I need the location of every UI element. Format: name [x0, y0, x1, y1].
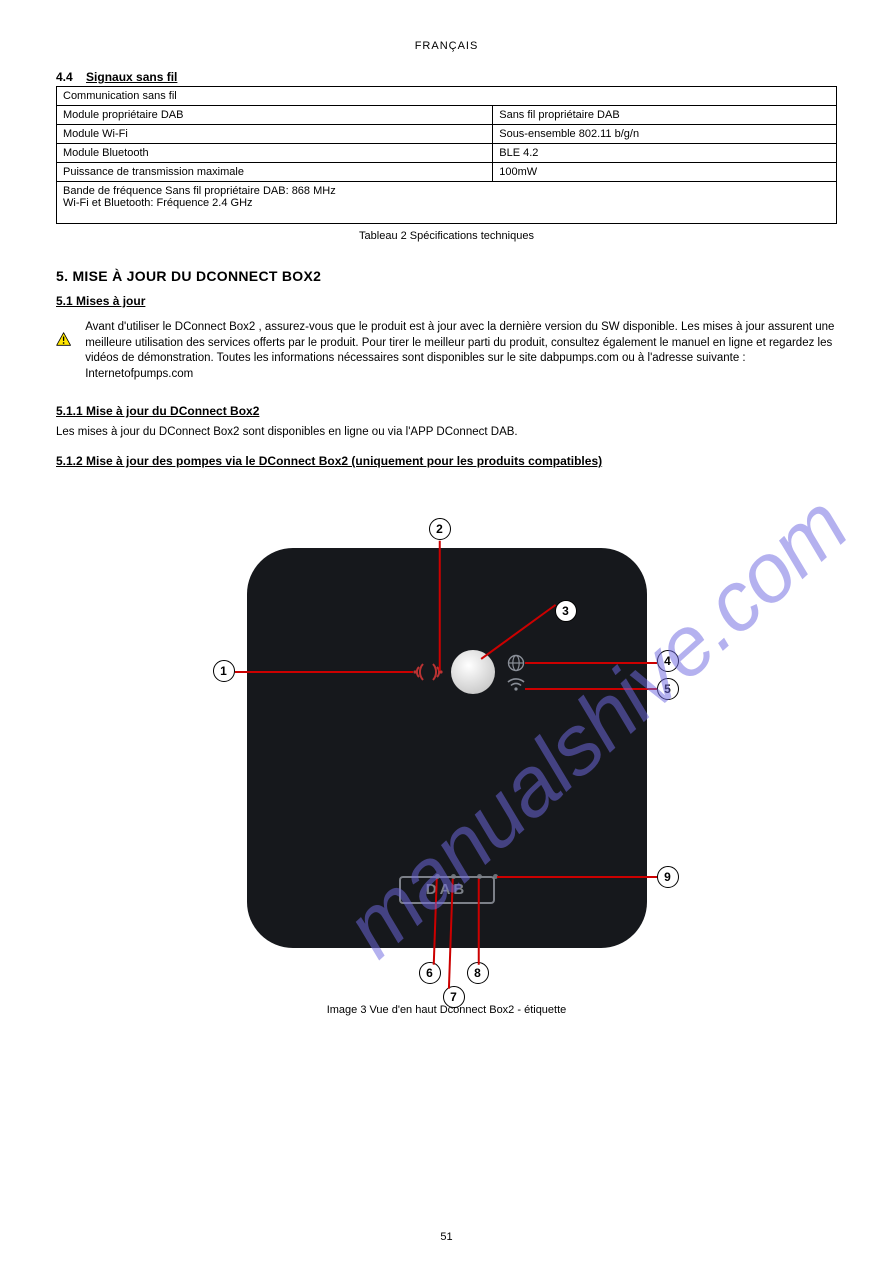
section-5-1-1-desc: Les mises à jour du DConnect Box2 sont d…: [56, 426, 837, 438]
table-cell: Communication sans fil: [57, 87, 837, 106]
globe-icon: [507, 654, 525, 675]
table-cell: Sous-ensemble 802.11 b/g/n: [493, 125, 837, 144]
callout-4: 4: [657, 650, 679, 672]
table-row: Communication sans fil: [57, 87, 837, 106]
leader-line: [478, 879, 480, 965]
table-cell: Puissance de transmission maximale: [57, 163, 493, 182]
section-4-4-title: Signaux sans fil: [86, 70, 177, 84]
page-number: 51: [0, 1231, 893, 1243]
leader-line: [525, 688, 657, 690]
section-5-1-1-heading: 5.1.1 Mise à jour du DConnect Box2: [56, 404, 837, 418]
wireless-wave-right-icon: [429, 662, 445, 687]
section-4-4-num: 4.4: [56, 70, 73, 84]
callout-2: 2: [429, 518, 451, 540]
language-header: FRANÇAIS: [56, 40, 837, 52]
warning-block: Avant d'utiliser le DConnect Box2 , assu…: [56, 318, 837, 382]
table-row: Bande de fréquence Sans fil propriétaire…: [57, 182, 837, 224]
callout-8: 8: [467, 962, 489, 984]
warning-text: Avant d'utiliser le DConnect Box2 , assu…: [85, 318, 837, 382]
callout-3: 3: [555, 600, 577, 622]
center-button: [451, 650, 495, 694]
section-5-title: 5. MISE À JOUR DU DCONNECT BOX2: [56, 268, 837, 284]
table-cell: Module Wi-Fi: [57, 125, 493, 144]
wireless-wave-left-icon: [411, 662, 427, 687]
table-row: Puissance de transmission maximale 100mW: [57, 163, 837, 182]
section-5-1-title: 5.1 Mises à jour: [56, 294, 837, 308]
table-cell: Sans fil propriétaire DAB: [493, 106, 837, 125]
device-figure: DAB 1 2 3 4 5 6 7 8 9 manualshive.com: [167, 478, 727, 998]
dab-logo: DAB: [399, 876, 495, 904]
table-caption: Tableau 2 Spécifications techniques: [56, 230, 837, 242]
table-cell: 100mW: [493, 163, 837, 182]
table-cell: Module propriétaire DAB: [57, 106, 493, 125]
leader-line: [235, 671, 413, 673]
spec-table: Communication sans fil Module propriétai…: [56, 86, 837, 224]
table-row: Module Bluetooth BLE 4.2: [57, 144, 837, 163]
table-row: Module propriétaire DAB Sans fil proprié…: [57, 106, 837, 125]
section-5-1-2-label: 5.1.2 Mise à jour des pompes via le DCon…: [56, 454, 602, 468]
table-row: Module Wi-Fi Sous-ensemble 802.11 b/g/n: [57, 125, 837, 144]
table-cell: BLE 4.2: [493, 144, 837, 163]
wifi-icon: [507, 678, 525, 695]
table-cell: Module Bluetooth: [57, 144, 493, 163]
warning-icon: [56, 318, 71, 360]
callout-5: 5: [657, 678, 679, 700]
table-cell: Bande de fréquence Sans fil propriétaire…: [57, 182, 837, 224]
leader-line: [497, 876, 657, 878]
callout-7: 7: [443, 986, 465, 1008]
callout-6: 6: [419, 962, 441, 984]
leader-line: [439, 541, 441, 671]
section-5-1-2-heading: 5.1.2 Mise à jour des pompes via le DCon…: [56, 454, 837, 468]
callout-9: 9: [657, 866, 679, 888]
section-5-1-1-label: 5.1.1 Mise à jour du DConnect Box2: [56, 404, 259, 418]
section-4-4-heading: 4.4 Signaux sans fil: [56, 70, 837, 84]
leader-line: [525, 662, 657, 664]
callout-1: 1: [213, 660, 235, 682]
